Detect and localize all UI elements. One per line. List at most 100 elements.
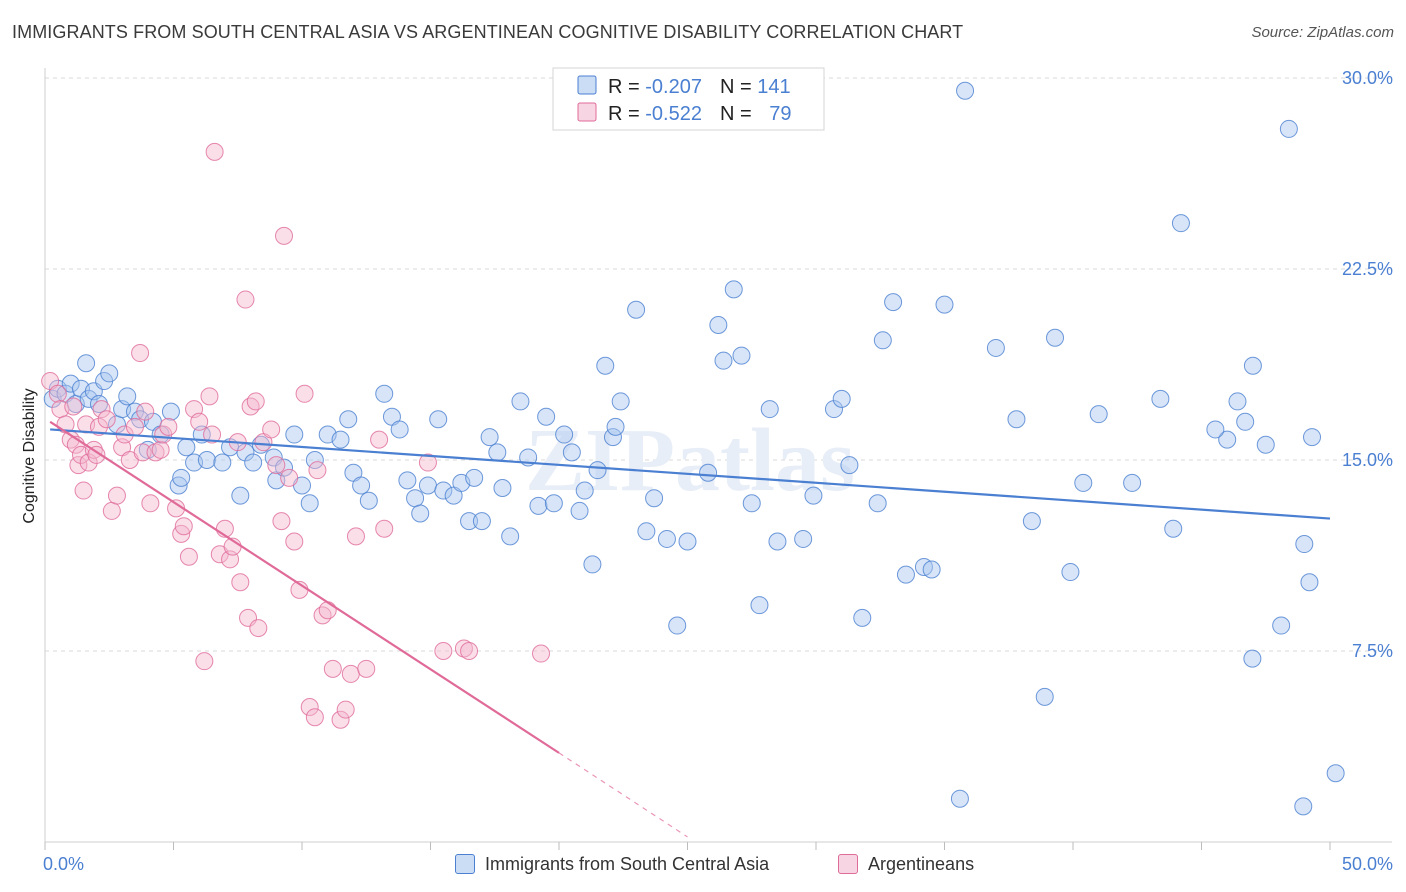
blue-point-89	[732, 346, 751, 365]
blue-point-36	[285, 425, 304, 444]
legend-item-blue: Immigrants from South Central Asia	[455, 851, 769, 877]
pink-trend-extension	[558, 752, 688, 838]
blue-point-98	[840, 456, 859, 475]
pink-point-57	[280, 468, 299, 487]
blue-point-118	[1151, 389, 1170, 408]
blue-point-31	[244, 453, 263, 472]
blue-point-116	[1089, 405, 1108, 424]
pink-point-61	[300, 698, 319, 717]
y-axis-title: Cognitive Disability	[21, 388, 38, 523]
pink-point-39	[203, 425, 222, 444]
blue-point-83	[668, 616, 687, 635]
blue-point-26	[197, 451, 216, 469]
blue-point-67	[537, 407, 556, 426]
blue-point-122	[1228, 392, 1247, 411]
legend-r-label-2: R =	[608, 103, 645, 125]
stats-legend: R = -0.207 N = 141 R = -0.522 N = 79	[552, 67, 825, 131]
blue-point-39	[305, 451, 324, 469]
blue-point-127	[1279, 119, 1298, 138]
blue-point-96	[824, 400, 843, 419]
pink-point-58	[285, 532, 304, 551]
pink-point-75	[434, 642, 453, 660]
x-tick-label-1: 50.0%	[1342, 854, 1393, 874]
legend-n-label-1: N =	[720, 76, 757, 98]
blue-point-124	[1243, 356, 1262, 375]
legend-swatch-pink	[577, 102, 597, 122]
blue-point-73	[583, 555, 602, 574]
blue-point-49	[398, 471, 417, 490]
pink-point-40	[205, 142, 224, 161]
pink-point-13	[87, 445, 106, 464]
pink-point-50	[246, 392, 265, 411]
legend-label-pink: Argentineans	[868, 853, 975, 874]
pink-point-56	[275, 226, 294, 245]
trend-lines	[49, 420, 1331, 838]
blue-point-93	[768, 532, 787, 551]
legend-item-pink: Argentineans	[838, 851, 974, 877]
pink-point-64	[313, 606, 332, 625]
legend-n-value-1: 141	[757, 76, 790, 98]
blue-point-97	[832, 389, 851, 408]
legend-square-blue	[455, 854, 475, 874]
pink-point-25	[136, 402, 155, 421]
blue-point-125	[1256, 435, 1275, 454]
pink-point-26	[141, 494, 160, 513]
pink-point-62	[305, 708, 324, 727]
pink-point-28	[151, 440, 170, 459]
blue-point-92	[760, 400, 779, 419]
data-points	[41, 81, 1345, 816]
pink-point-72	[370, 430, 389, 449]
pink-point-34	[179, 547, 198, 566]
blue-point-53	[429, 410, 448, 429]
blue-point-133	[1294, 797, 1313, 816]
pink-point-16	[97, 410, 116, 429]
blue-point-58	[465, 468, 484, 487]
pink-point-1	[48, 384, 67, 403]
y-tick-label-3: 30.0%	[1342, 68, 1393, 88]
pink-point-68	[336, 700, 355, 719]
blue-point-42	[339, 410, 358, 429]
blue-point-41	[331, 430, 350, 449]
blue-point-91	[750, 596, 769, 615]
blue-point-6	[77, 354, 96, 373]
blue-point-66	[529, 496, 548, 515]
pink-point-14	[89, 417, 108, 436]
blue-point-64	[511, 392, 530, 411]
blue-point-114	[1061, 563, 1080, 582]
blue-point-82	[657, 529, 676, 548]
blue-point-70	[562, 443, 581, 462]
blue-point-126	[1272, 616, 1291, 635]
x-tick-label-0: 0.0%	[43, 854, 84, 874]
blue-point-59	[472, 512, 491, 531]
x-tick-labels: 0.0% 50.0%	[43, 854, 1393, 874]
blue-point-11	[100, 364, 119, 383]
pink-point-24	[133, 443, 152, 462]
blue-point-79	[627, 300, 646, 319]
blue-point-44	[352, 476, 371, 495]
blue-point-112	[1035, 687, 1054, 706]
blue-point-77	[606, 417, 625, 436]
blue-point-121	[1218, 430, 1237, 449]
blue-point-62	[493, 479, 512, 498]
blue-point-99	[853, 608, 872, 627]
blue-point-68	[544, 494, 563, 513]
blue-point-14	[118, 387, 137, 406]
blue-point-131	[1206, 420, 1225, 439]
legend-label-blue: Immigrants from South Central Asia	[485, 853, 770, 874]
pink-point-49	[241, 397, 260, 416]
pink-point-65	[318, 601, 337, 620]
pink-point-67	[331, 710, 350, 729]
pink-point-30	[159, 417, 178, 436]
pink-point-15	[92, 400, 111, 419]
blue-point-54	[434, 481, 453, 500]
blue-point-113	[1046, 328, 1065, 347]
pink-point-23	[131, 344, 150, 363]
legend-row-1: R = -0.207 N = 141	[608, 76, 791, 98]
y-tick-label-0: 7.5%	[1352, 641, 1393, 661]
pink-point-17	[102, 501, 121, 520]
blue-point-48	[390, 420, 409, 439]
pink-point-70	[346, 527, 365, 546]
chart-source: Source: ZipAtlas.com	[1251, 24, 1394, 41]
pink-point-71	[357, 659, 376, 678]
pink-point-27	[146, 443, 165, 462]
